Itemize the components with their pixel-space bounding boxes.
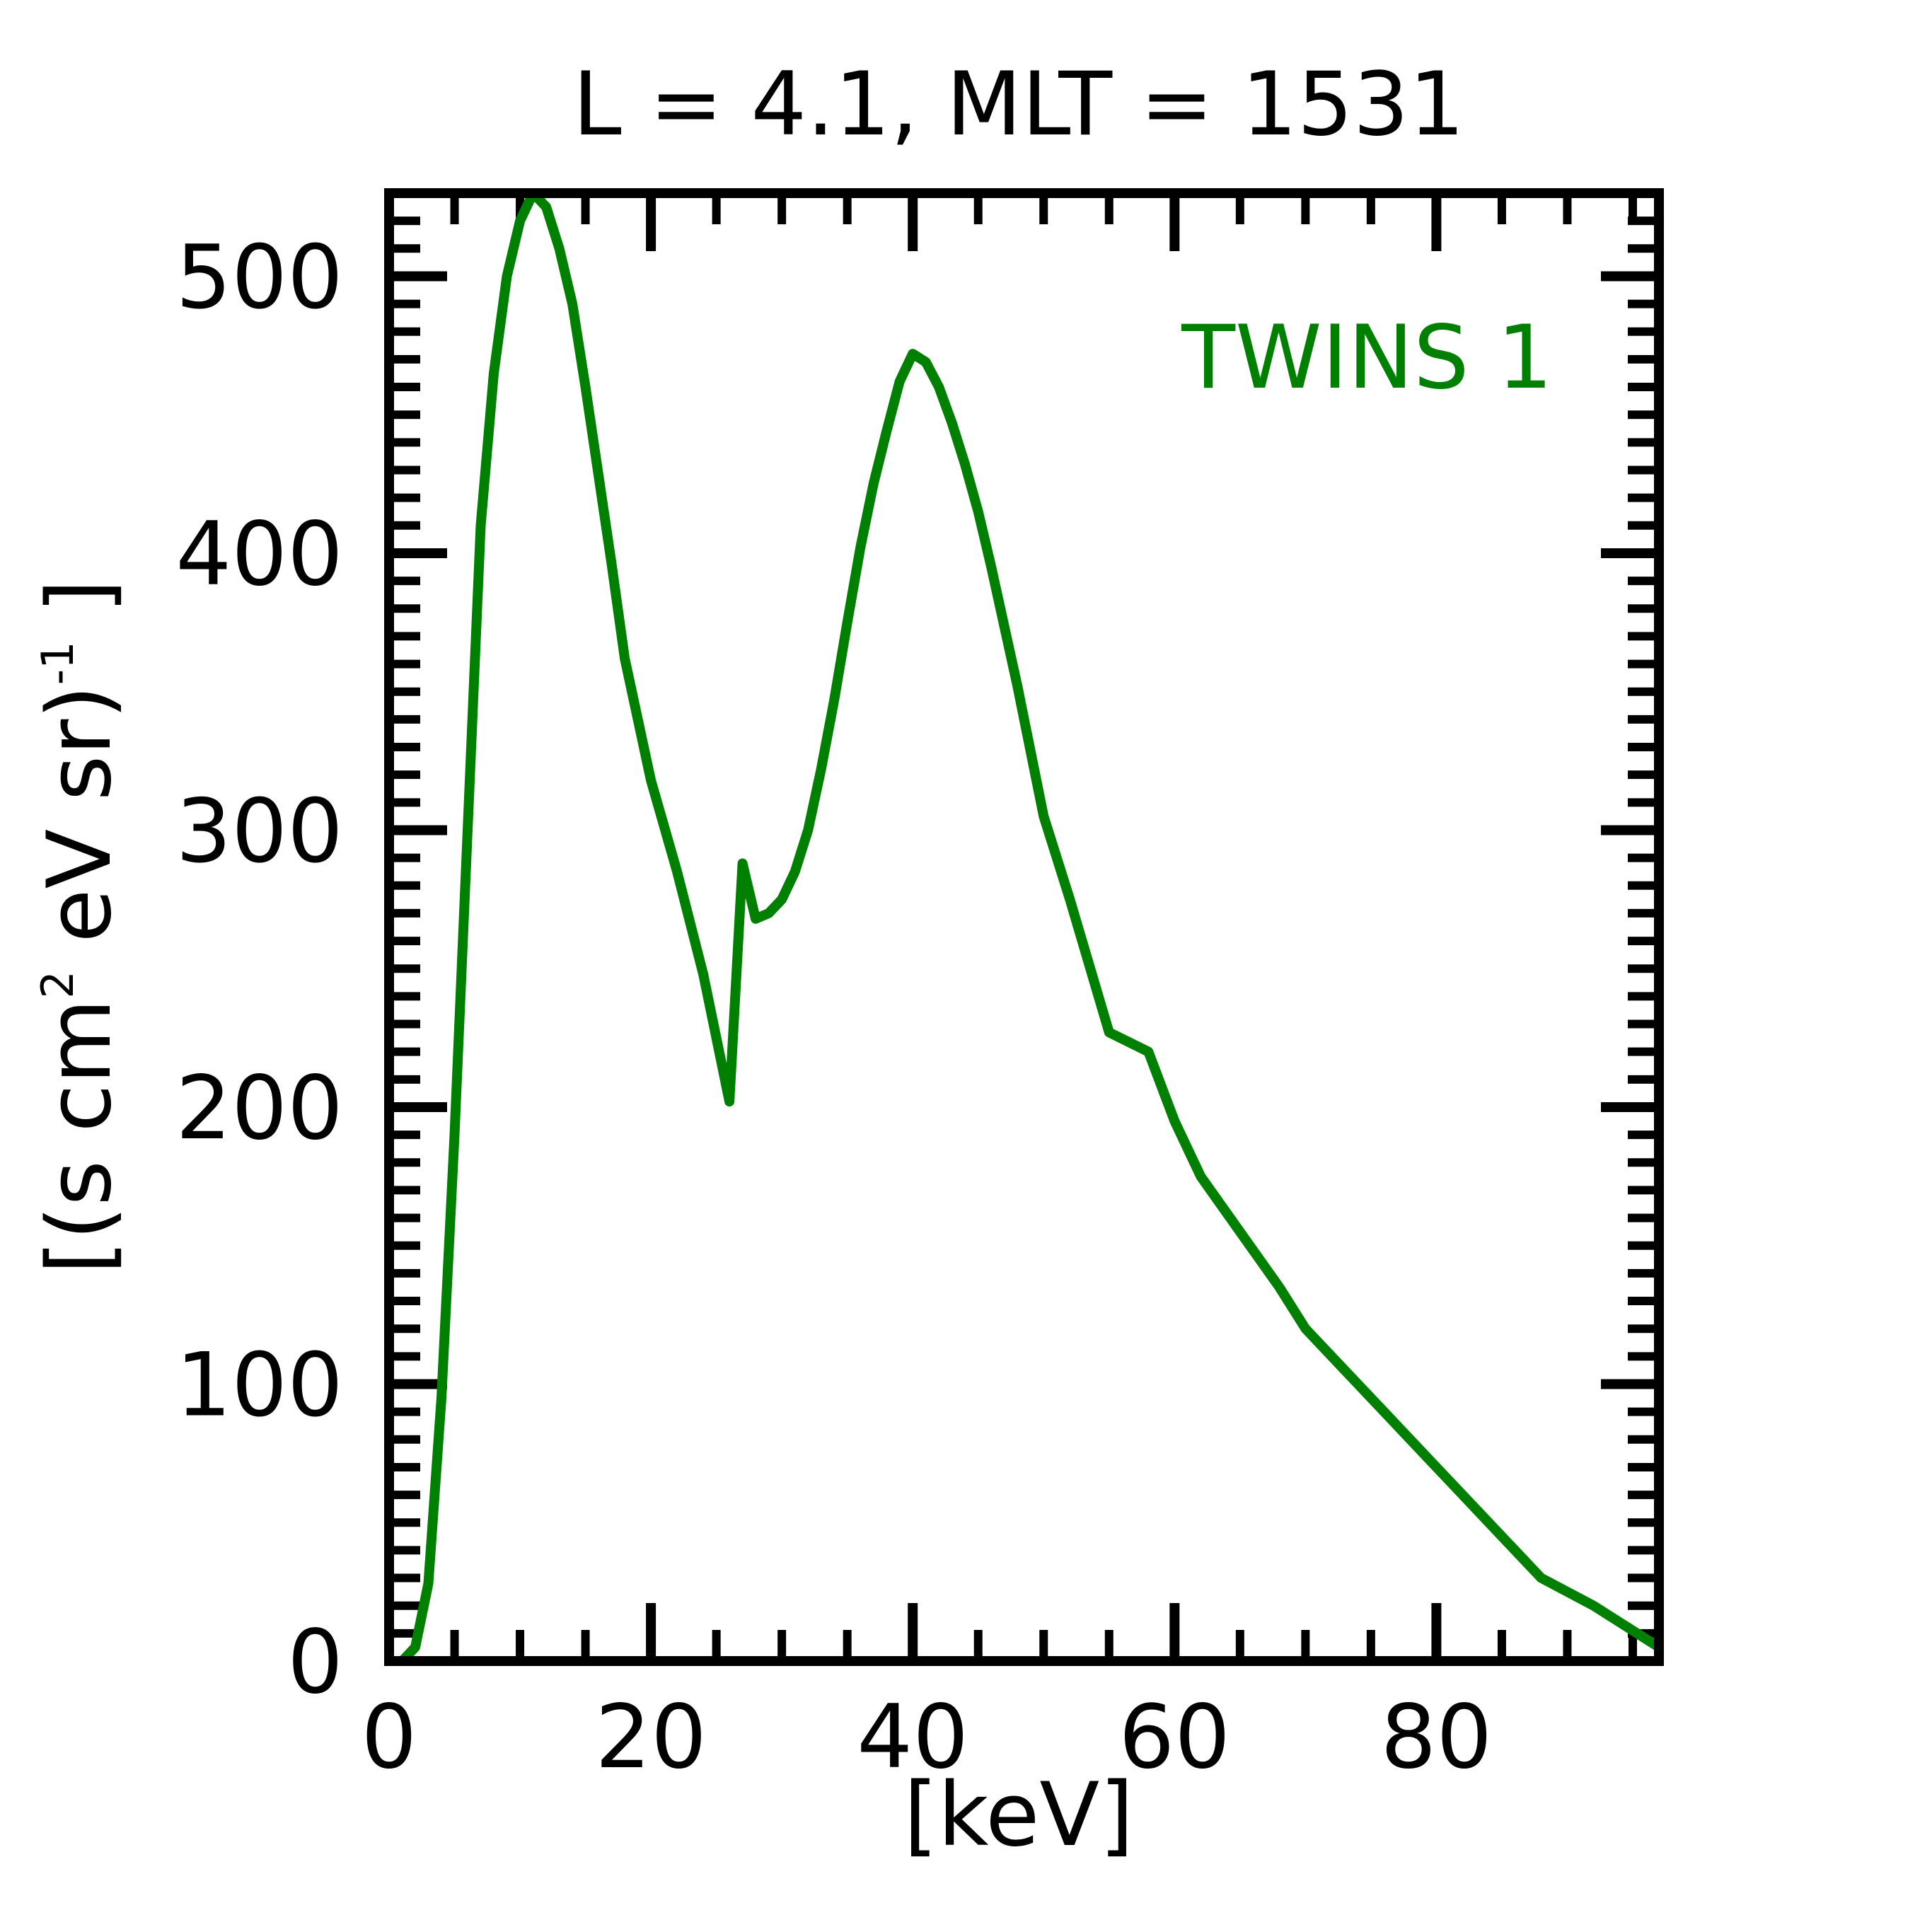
y-tick-label: 200	[175, 1058, 343, 1159]
x-tick-label: 40	[857, 1687, 968, 1788]
legend-entry-twins-1: TWINS 1	[1181, 307, 1553, 409]
y-axis-label-open: [(s cm	[29, 999, 131, 1275]
y-tick-label: 0	[287, 1612, 343, 1713]
x-tick-label: 0	[361, 1687, 417, 1788]
chart-title: L = 4.1, MLT = 1531	[573, 54, 1465, 156]
y-axis-label-superscript-2: 2	[32, 971, 83, 998]
x-axis-label: [keV]	[903, 1764, 1133, 1866]
y-axis-label: [(s cm2 eV sr)-1 ]	[29, 579, 131, 1275]
x-tick-label: 60	[1118, 1687, 1230, 1788]
y-axis-label-mid: eV sr)	[29, 685, 131, 971]
plot-area	[384, 188, 1664, 1666]
series-line-twins-1	[398, 188, 1662, 1665]
x-tick-label: 20	[595, 1687, 707, 1788]
plot-frame	[384, 188, 1664, 1666]
y-tick-label: 500	[175, 226, 343, 328]
y-tick-labels: 0 100 200 300 400 500	[175, 226, 343, 1713]
y-tick-label: 400	[175, 504, 343, 606]
y-axis-label-superscript-minus-1: -1	[32, 641, 83, 685]
y-axis-label-close: ]	[29, 579, 131, 642]
y-tick-label: 300	[175, 780, 343, 882]
y-tick-label: 100	[175, 1334, 343, 1436]
x-tick-label: 80	[1381, 1687, 1493, 1788]
x-tick-labels: 0 20 40 60 80	[361, 1687, 1493, 1788]
